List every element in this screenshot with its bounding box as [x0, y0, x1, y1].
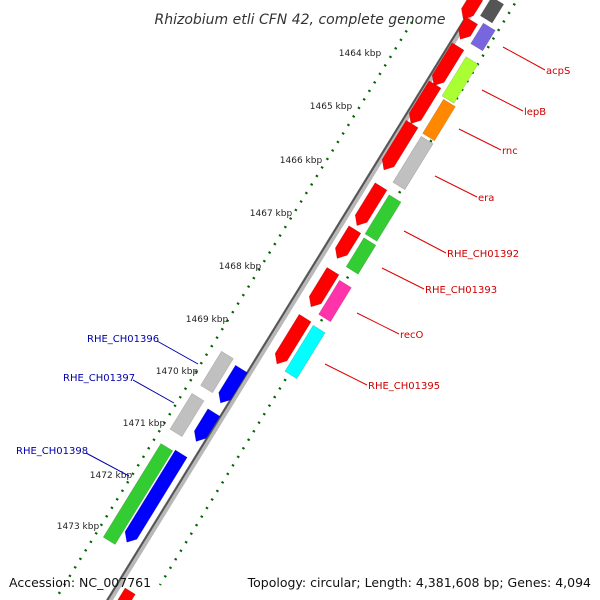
leader-line [356, 312, 400, 335]
gene-feature[interactable] [381, 119, 419, 171]
kbp-label: 1467 kbp [250, 209, 293, 219]
gene-feature[interactable] [392, 135, 434, 191]
leader-line [458, 128, 502, 151]
kbp-label: 1466 kbp [280, 156, 323, 166]
kbp-label: 1471 kbp [123, 419, 166, 429]
gene-feature[interactable] [479, 0, 505, 24]
gene-labels-left: RHE_CH01396 RHE_CH01397 RHE_CH01398 [16, 334, 199, 477]
gene-label[interactable]: RHE_CH01396 [87, 334, 159, 345]
gene-feature[interactable] [422, 98, 456, 142]
kbp-label: 1464 kbp [339, 49, 382, 59]
gene-label[interactable]: RHE_CH01398 [16, 446, 88, 457]
kbp-label: 1469 kbp [186, 315, 229, 325]
kbp-label: 1468 kbp [219, 262, 262, 272]
gene-label[interactable]: RHE_CH01395 [368, 381, 440, 392]
gene-feature[interactable] [284, 324, 326, 380]
gene-feature[interactable] [124, 449, 188, 543]
gene-label[interactable]: RHE_CH01392 [447, 249, 519, 260]
gene-feature[interactable] [308, 266, 340, 308]
gene-feature[interactable] [408, 80, 442, 124]
kbp-label: 1473 kbp [57, 522, 100, 532]
genome-backbone [106, 0, 478, 600]
gene-feature[interactable] [364, 194, 402, 242]
kbp-label: 1470 kbp [156, 367, 199, 377]
gene-label[interactable]: acpS [546, 66, 570, 77]
kbp-label: 1472 kbp [90, 471, 133, 481]
ruler-line [53, 21, 414, 600]
kbp-label: 1465 kbp [310, 102, 353, 112]
gene-label[interactable]: lepB [524, 107, 546, 118]
gene-label[interactable]: rnc [502, 146, 518, 157]
leader-line [132, 379, 175, 404]
gene-feature[interactable] [193, 408, 221, 442]
gene-feature[interactable] [102, 443, 174, 545]
leader-line [85, 452, 130, 477]
gene-feature[interactable] [218, 364, 248, 404]
gene-feature[interactable] [318, 279, 352, 323]
gene-label[interactable]: RHE_CH01393 [425, 285, 497, 296]
gene-feature[interactable] [200, 350, 234, 394]
gene-feature[interactable] [334, 225, 362, 259]
gene-feature[interactable] [461, 0, 484, 20]
leader-line [156, 340, 199, 365]
leader-line [403, 230, 447, 254]
leader-line [502, 46, 546, 71]
gene-feature[interactable] [431, 42, 465, 86]
accession-text: Accession: NC_007761 [9, 575, 151, 590]
gene-features [102, 0, 505, 600]
gene-feature[interactable] [117, 587, 136, 600]
leader-line [434, 175, 478, 198]
topology-text: Topology: circular; Length: 4,381,608 bp… [247, 575, 591, 590]
leader-line [381, 267, 425, 290]
gene-labels-right: acpS lepB rnc era RHE_CH01392 RHE_CH0139… [324, 46, 570, 392]
gene-feature[interactable] [169, 392, 205, 438]
gene-label[interactable]: recO [400, 330, 424, 341]
gene-feature[interactable] [345, 237, 377, 275]
gene-feature[interactable] [441, 56, 479, 104]
gene-label[interactable]: era [478, 193, 494, 204]
gene-feature[interactable] [354, 182, 388, 226]
genome-title: Rhizobium etli CFN 42, complete genome [155, 12, 446, 28]
gene-feature[interactable] [470, 22, 496, 52]
kbp-tick-labels: 1464 kbp 1465 kbp 1466 kbp 1467 kbp 1468… [57, 49, 382, 532]
gene-label[interactable]: RHE_CH01397 [63, 373, 135, 384]
leader-line [324, 363, 368, 386]
gene-feature[interactable] [274, 313, 312, 365]
genome-backbone-shadow [105, 0, 483, 600]
gene-feature[interactable] [458, 16, 479, 40]
leader-line [481, 89, 524, 112]
